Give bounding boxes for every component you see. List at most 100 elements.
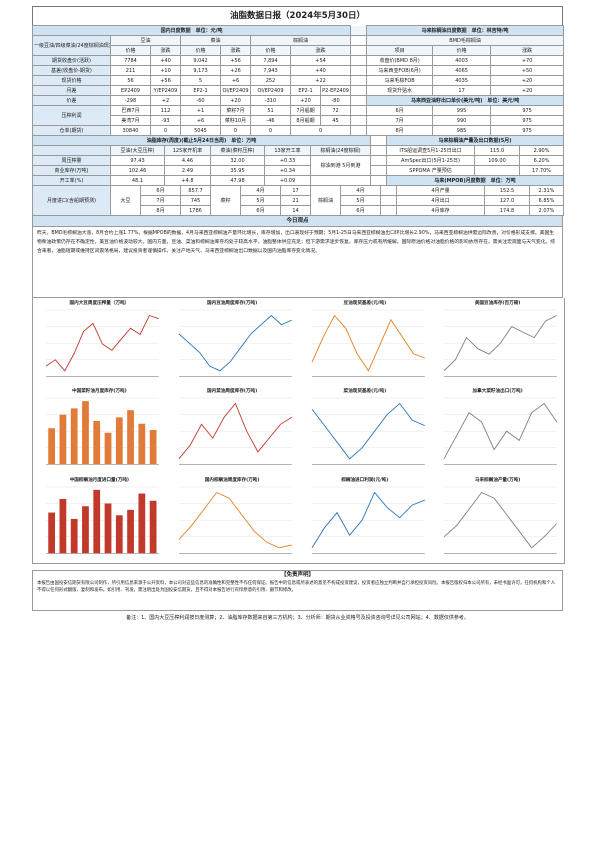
cell: -80 xyxy=(319,95,352,106)
cat-soybean: 大豆 xyxy=(110,185,141,216)
cell: 47.98 xyxy=(210,175,265,186)
chart-plot xyxy=(45,309,159,377)
intl-col-item: 项目 xyxy=(366,45,434,56)
cell: 6.85% xyxy=(529,195,564,206)
cell: EP2-1 xyxy=(290,85,321,96)
cell: 4月 xyxy=(340,185,381,196)
chart-plot xyxy=(443,309,558,377)
cell: -298 xyxy=(110,95,151,106)
table-row: 月差 EP2409 Y/EP2409 EP2-1 OI/EP2409 OI/EP… xyxy=(32,85,565,96)
series-line xyxy=(45,314,159,372)
chart-3: 豆油现货基差(元/吨) xyxy=(302,300,429,384)
cell: +6 xyxy=(220,75,251,86)
cell: 17 xyxy=(280,185,311,196)
table-row: 现货价格 56 +56 5 +6 252 +22 马来毛棕FOB 4035 +2… xyxy=(32,75,565,86)
row-label: AmSpec出口(5月1-25日) xyxy=(386,155,475,166)
bar xyxy=(48,428,56,465)
row-label: ITS船运调查5月1-25日出口 xyxy=(386,145,475,156)
cell: 4.46 xyxy=(164,155,211,166)
chart-title: 加拿大菜籽油出口(万吨) xyxy=(472,389,523,395)
cell: +0.34 xyxy=(264,165,311,176)
chart-title: 中国菜籽油月度库存(万吨) xyxy=(72,389,127,395)
cell: 115.0 xyxy=(474,145,520,156)
bar xyxy=(138,493,146,553)
cell: 97.43 xyxy=(110,155,165,166)
cell: -310 xyxy=(250,95,291,106)
cell: 30840 xyxy=(110,125,151,136)
chart-1: 国内大豆周度压榨量（万吨） xyxy=(36,300,163,384)
monthly-label: 月度进口(含船期预测) xyxy=(32,185,111,216)
table-row: 商业库存(万吨) 102.46 2.49 35.95 +0.34 SPPOMA … xyxy=(32,165,565,176)
cell: +20 xyxy=(220,95,251,106)
cell: 7月船期 xyxy=(290,105,321,116)
bar xyxy=(70,408,78,465)
chart-title: 国内棕榈油周度库存(万吨) xyxy=(204,477,260,483)
crush-profit-label: 压榨利润 xyxy=(32,105,111,126)
series-line xyxy=(443,315,558,372)
cell: 7784 xyxy=(110,55,151,66)
series-line xyxy=(178,402,292,460)
cell: -93 xyxy=(150,115,181,126)
cell: +22 xyxy=(289,75,352,86)
cell: +4.8 xyxy=(164,175,211,186)
cell: 2.49 xyxy=(164,165,211,176)
series-line xyxy=(443,403,558,460)
cell: +20 xyxy=(490,75,565,86)
cell: 21 xyxy=(280,195,311,206)
row-label: 6月 xyxy=(366,105,434,116)
weekly-col: 棕榈油(24度棕榈) xyxy=(310,145,371,156)
table-row: 压榨利润 巴西7月 112 +1 菜籽7月 51 7月船期 72 6月 995 … xyxy=(32,105,565,126)
international-header: 马来棕榈油日度数据 单位：林吉特/吨 xyxy=(366,25,565,36)
change-label: 涨跌 xyxy=(289,45,352,56)
chart-title: 菜油现货基差(元/吨) xyxy=(343,389,387,395)
cell: 56 xyxy=(110,75,151,86)
cell: 174.8 xyxy=(484,205,530,216)
cell: P2-EP2409 xyxy=(319,85,352,96)
col-rapeseed-oil: 菜油 xyxy=(180,35,251,46)
cell: 975 xyxy=(490,125,565,136)
chart-plot xyxy=(311,486,425,554)
table-row: 周压榨量 97.43 4.46 32.00 +0.33 棕油到港 5月到港 Am… xyxy=(32,155,565,176)
cell: 72 xyxy=(319,105,352,116)
cell: +0.33 xyxy=(264,155,311,166)
bar xyxy=(127,509,134,553)
cell: 0 xyxy=(220,125,251,136)
disclaimer-text: 本报告由国投安信期货有限公司制作，所引用信息来源于公开资料，本公司对这些信息的准… xyxy=(37,581,556,593)
bar xyxy=(149,430,157,465)
row-label: 仓单(期货) xyxy=(32,125,111,136)
bar xyxy=(59,415,67,465)
chart-5: 中国菜籽油月度库存(万吨) xyxy=(36,388,163,472)
cell: 4003 xyxy=(432,55,492,66)
weekly-col: 125家开机率 xyxy=(164,145,211,156)
price-label: 价格 xyxy=(250,45,291,56)
cell: 2.07% xyxy=(529,205,564,216)
cell: 35.95 xyxy=(210,165,265,176)
cell: 0 xyxy=(250,125,291,136)
cell: 32.00 xyxy=(210,155,265,166)
cell: 1786 xyxy=(180,205,211,216)
row-label: 月差 xyxy=(32,85,111,96)
cell: 211 xyxy=(110,65,151,76)
chart-title: 美国豆油库存(百万磅) xyxy=(474,301,521,306)
cell: 995 xyxy=(432,105,492,116)
col-palm-oil: 棕榈油 xyxy=(249,35,352,46)
cell: 48.1 xyxy=(110,175,165,186)
cell: 6.20% xyxy=(518,155,565,166)
cell: 4035 xyxy=(432,75,492,86)
intl-col-price: 价格 xyxy=(432,45,492,56)
cell: 6月 xyxy=(240,205,281,216)
cell: 2.90% xyxy=(518,145,565,156)
row-label: 4月产量 xyxy=(396,185,485,196)
daily-data-table: 国内日度数据 单位：元/吨 马来棕榈油日度数据 单位：林吉特/吨 一级豆油/四级… xyxy=(31,25,565,136)
row-label: 马来毛棕FOB xyxy=(366,75,434,86)
cell: +10 xyxy=(150,65,181,76)
row-label: 8月 xyxy=(366,125,434,136)
chart-title: 国内大豆周度压榨量（万吨） xyxy=(69,301,130,306)
chart-title: 马来棕榈油产量(万吨) xyxy=(474,477,521,483)
cell: 6月 xyxy=(140,185,181,196)
cell: 17.70% xyxy=(518,165,565,176)
chart-7: 菜油现货基差(元/吨) xyxy=(302,388,429,472)
cell: 152.5 xyxy=(484,185,530,196)
cell: +0.09 xyxy=(264,175,311,186)
chart-8: 加拿大菜籽油出口(万吨) xyxy=(434,388,561,472)
